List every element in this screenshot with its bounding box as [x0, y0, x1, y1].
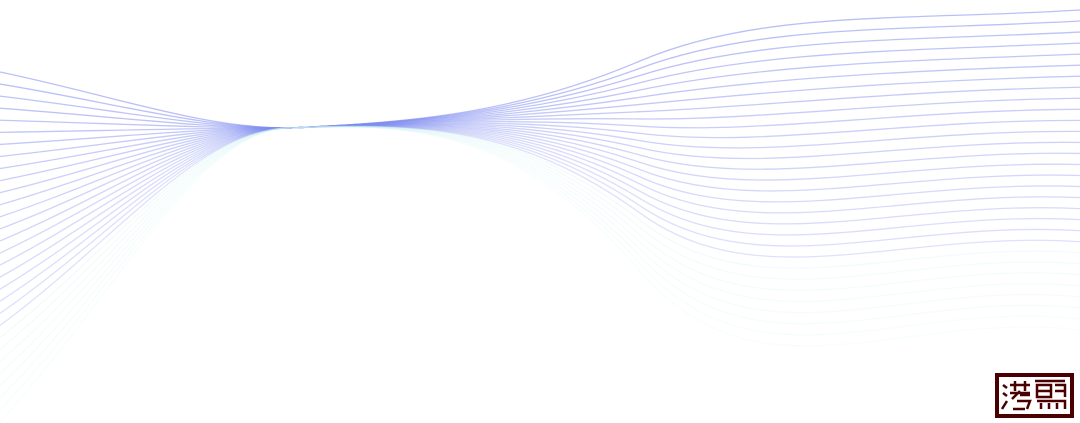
wave-line [0, 124, 1080, 230]
wave-line [0, 126, 1080, 411]
wave-line [0, 125, 1080, 387]
wave-line [0, 108, 1080, 182]
wave-line [0, 125, 1080, 375]
wave-line [0, 123, 1080, 218]
wave-line [0, 125, 1080, 314]
wave-line [0, 124, 1080, 266]
wave-line [0, 86, 1080, 158]
wave-line [0, 31, 1080, 129]
wave-line [0, 125, 1080, 339]
wave-line [0, 97, 1080, 170]
wave-line [0, 125, 1080, 290]
wave-line [0, 125, 1080, 326]
wave-line [0, 64, 1080, 133]
wave-line [0, 125, 1080, 399]
wave-line [0, 75, 1080, 146]
wave-line [0, 119, 1080, 194]
wave-line [0, 125, 1080, 351]
wave-line [0, 20, 1080, 129]
wave-line [0, 125, 1080, 278]
wave-line [0, 123, 1080, 206]
wave-line [0, 125, 1080, 363]
wave-line [0, 53, 1080, 129]
wave-line [0, 124, 1080, 254]
seal-logo-icon [995, 373, 1074, 418]
wave-line [0, 42, 1080, 129]
wave-line [0, 126, 1080, 423]
wave-line [0, 124, 1080, 242]
wave-line [0, 9, 1080, 129]
wave-line [0, 125, 1080, 302]
